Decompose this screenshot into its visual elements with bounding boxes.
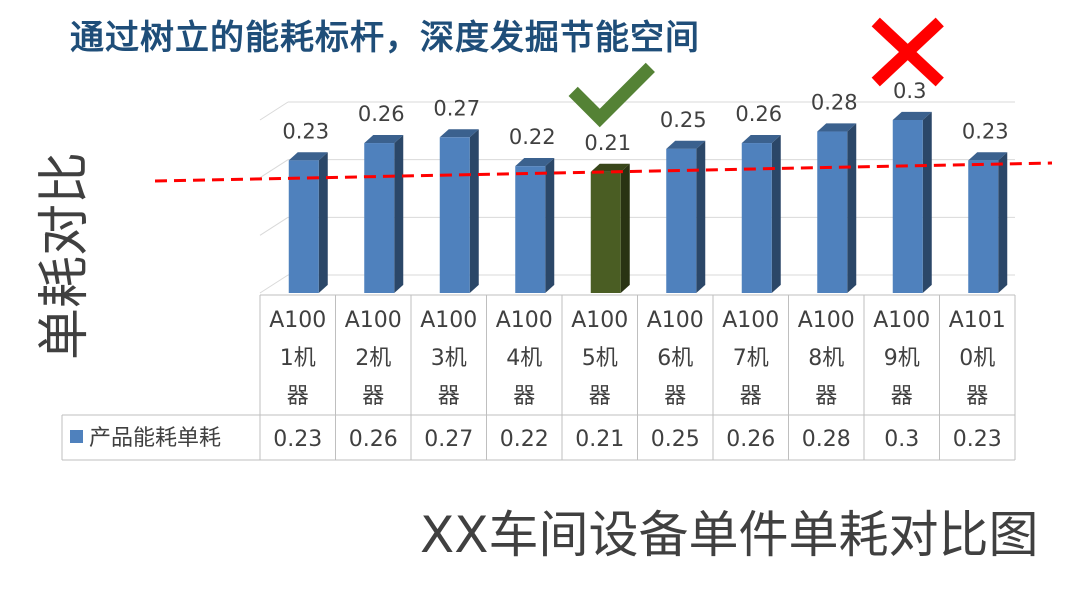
- x-tick-label: A100: [647, 308, 704, 333]
- x-tick-label: 器: [438, 384, 460, 409]
- x-tick-label: 7机: [733, 346, 769, 371]
- x-tick-label: 器: [287, 384, 309, 409]
- chart-caption: XX车间设备单件单耗对比图: [420, 506, 1039, 564]
- bar-top: [741, 134, 781, 144]
- data-label: 0.23: [282, 119, 329, 143]
- bar-top: [666, 140, 706, 149]
- x-tick-label: 1机: [280, 346, 316, 371]
- table-value: 0.21: [575, 427, 624, 452]
- x-tick-label: 器: [815, 384, 837, 409]
- data-label: 0.21: [584, 131, 631, 155]
- x-tick-label: 4机: [506, 346, 542, 371]
- bar-top: [515, 158, 555, 167]
- data-label: 0.25: [660, 108, 707, 132]
- x-tick-label: A100: [873, 308, 930, 333]
- x-tick-label: A100: [345, 308, 402, 333]
- x-tick-label: 8机: [808, 346, 844, 371]
- headline: 通过树立的能耗标杆，深度发掘节能空间: [70, 18, 700, 58]
- table-value: 0.28: [802, 427, 851, 452]
- bar-side: [771, 134, 781, 293]
- bar-side: [696, 140, 706, 293]
- bar-top: [364, 134, 404, 144]
- bar-side: [922, 111, 932, 294]
- x-tick-label: A100: [420, 308, 477, 333]
- x-tick-label: A100: [571, 308, 628, 333]
- bar-side: [998, 152, 1008, 293]
- bar: [892, 120, 923, 293]
- x-tick-label: 器: [589, 384, 611, 409]
- x-tick-label: 器: [362, 384, 384, 409]
- bar-side: [545, 158, 555, 293]
- gridline-stub: [259, 159, 289, 179]
- bar: [590, 171, 621, 293]
- bar: [666, 148, 697, 293]
- x-tick-label: 器: [966, 384, 988, 409]
- bar-top: [892, 111, 932, 120]
- x-tick-label: 9机: [884, 346, 920, 371]
- table-value: 0.27: [424, 427, 473, 452]
- bar-side: [620, 163, 630, 293]
- bar: [741, 143, 772, 293]
- x-tick-label: 2机: [355, 346, 391, 371]
- table-value: 0.26: [349, 427, 398, 452]
- x-tick-label: A101: [949, 308, 1006, 333]
- legend-swatch: [70, 430, 83, 443]
- gridline-stub: [259, 101, 289, 121]
- x-tick-label: A100: [496, 308, 553, 333]
- gridline-stub: [259, 274, 289, 294]
- bar-top: [590, 163, 630, 172]
- check-icon: [568, 62, 655, 128]
- benchmark-trend-line: [154, 161, 1053, 183]
- data-label: 0.26: [735, 102, 782, 126]
- bar-top: [968, 152, 1008, 161]
- x-tick-label: 5机: [582, 346, 618, 371]
- x-tick-label: 器: [664, 384, 686, 409]
- bar-top: [439, 129, 479, 138]
- bar-side: [394, 134, 404, 293]
- gridline-stub: [259, 216, 289, 236]
- x-tick-label: A100: [269, 308, 326, 333]
- bar-top: [288, 152, 328, 161]
- table-value: 0.23: [953, 427, 1002, 452]
- bar: [439, 137, 470, 293]
- x-tick-label: 0机: [959, 346, 995, 371]
- x-tick-label: 器: [891, 384, 913, 409]
- data-label: 0.28: [811, 91, 858, 115]
- bar-side: [318, 152, 328, 293]
- table-value: 0.25: [651, 427, 700, 452]
- x-tick-label: 3机: [431, 346, 467, 371]
- data-label: 0.3: [893, 79, 926, 103]
- table-value: 0.3: [884, 427, 919, 452]
- x-tick-label: 器: [740, 384, 762, 409]
- table-value: 0.22: [500, 427, 549, 452]
- legend-label: 产品能耗单耗: [89, 426, 221, 451]
- data-label: 0.23: [962, 119, 1009, 143]
- bar: [968, 160, 999, 293]
- x-tick-label: 器: [513, 384, 535, 409]
- table-value: 0.26: [726, 427, 775, 452]
- bar: [817, 131, 848, 293]
- data-label: 0.26: [358, 102, 405, 126]
- data-label: 0.22: [509, 125, 556, 149]
- data-label: 0.27: [433, 96, 480, 120]
- table-value: 0.23: [273, 427, 322, 452]
- bar-side: [847, 123, 857, 293]
- x-tick-label: A100: [798, 308, 855, 333]
- bar: [288, 160, 319, 293]
- cross-icon: [871, 17, 944, 87]
- x-tick-label: 6机: [657, 346, 693, 371]
- bar-top: [817, 123, 857, 132]
- bar: [364, 143, 395, 293]
- bar-side: [469, 129, 479, 293]
- bar: [515, 166, 546, 293]
- x-tick-label: A100: [722, 308, 779, 333]
